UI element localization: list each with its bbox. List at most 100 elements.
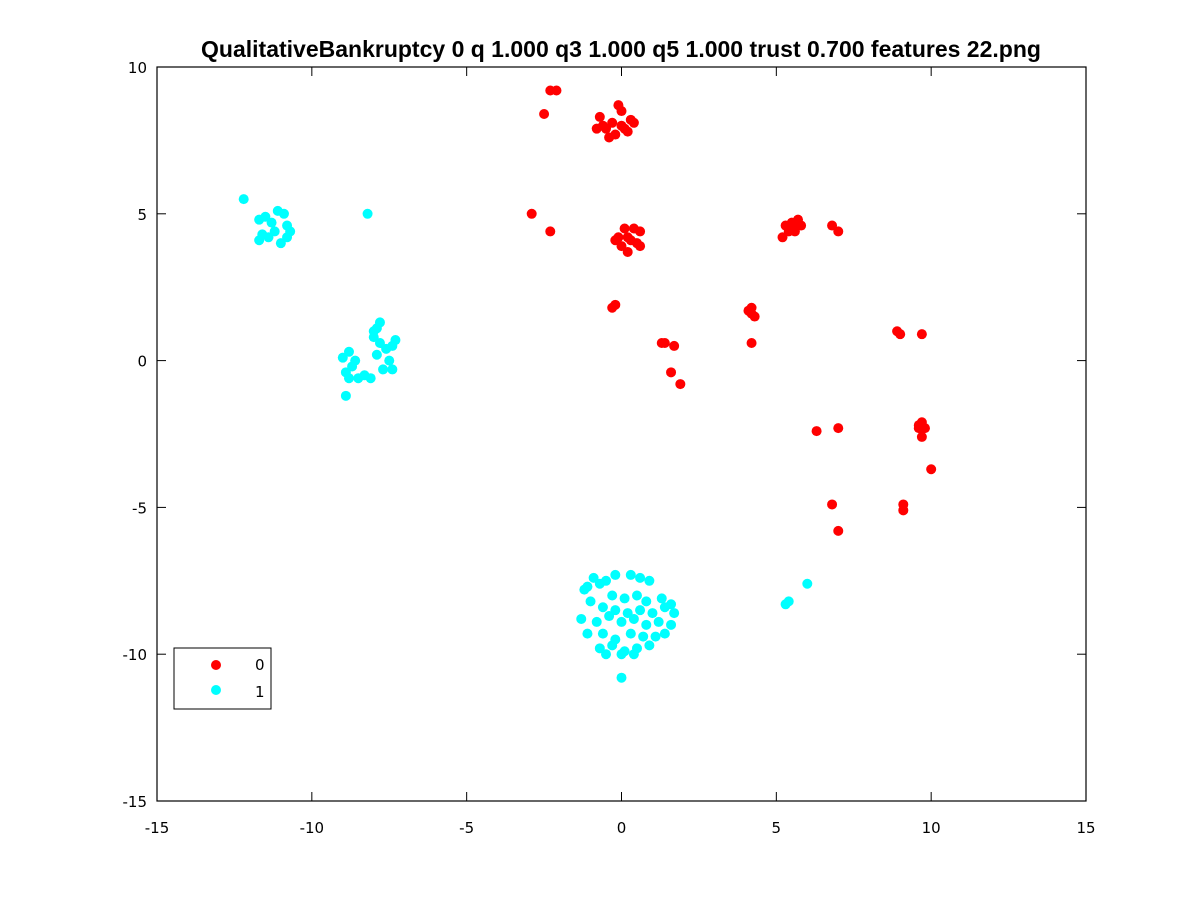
legend: 0 1 <box>173 647 272 710</box>
y-tick-label: -5 <box>132 499 147 517</box>
data-point-series-1 <box>604 611 615 622</box>
data-point-series-1 <box>669 608 680 619</box>
data-point-series-1 <box>601 649 612 660</box>
data-point-series-1 <box>387 364 398 375</box>
data-point-series-1 <box>616 649 627 660</box>
data-point-series-1 <box>802 578 813 589</box>
data-point-series-1 <box>591 616 602 627</box>
data-point-series-0 <box>895 329 906 340</box>
data-point-series-0 <box>833 525 844 536</box>
data-point-series-1 <box>610 569 621 580</box>
data-point-series-0 <box>913 423 924 434</box>
data-point-series-1 <box>282 232 293 243</box>
legend-marker-0 <box>211 660 221 670</box>
data-point-series-1 <box>659 628 670 639</box>
data-point-series-1 <box>628 613 639 624</box>
x-tick-label: 5 <box>772 819 782 837</box>
data-point-series-0 <box>746 337 757 348</box>
data-point-series-1 <box>644 640 655 651</box>
data-point-series-0 <box>749 311 760 322</box>
data-point-series-1 <box>371 349 382 360</box>
data-point-series-0 <box>625 235 636 246</box>
data-point-series-0 <box>616 241 627 252</box>
data-point-series-1 <box>625 569 636 580</box>
data-point-series-0 <box>777 232 788 243</box>
data-point-series-0 <box>926 464 937 475</box>
data-point-series-1 <box>607 590 618 601</box>
data-point-series-1 <box>582 628 593 639</box>
data-point-series-0 <box>616 106 627 117</box>
data-point-series-1 <box>594 643 605 654</box>
y-tick-label: 5 <box>137 206 147 224</box>
x-tick-label: -10 <box>300 819 325 837</box>
data-point-series-0 <box>669 340 680 351</box>
data-point-series-1 <box>666 619 677 630</box>
data-point-series-0 <box>619 223 630 234</box>
data-point-series-0 <box>833 423 844 434</box>
data-point-series-1 <box>585 596 596 607</box>
data-point-series-1 <box>337 352 348 363</box>
plot-area <box>156 66 1087 802</box>
x-tick-label: 0 <box>617 819 627 837</box>
data-point-series-0 <box>622 126 633 137</box>
data-point-series-0 <box>616 120 627 131</box>
data-point-series-0 <box>551 85 562 96</box>
data-point-series-1 <box>644 575 655 586</box>
data-point-series-0 <box>796 220 807 231</box>
data-point-series-1 <box>254 235 265 246</box>
data-point-series-1 <box>619 593 630 604</box>
data-point-series-1 <box>362 208 373 219</box>
data-point-series-1 <box>374 337 385 348</box>
data-point-series-1 <box>641 619 652 630</box>
legend-label-1: 1 <box>255 683 265 701</box>
data-point-series-1 <box>384 355 395 366</box>
data-point-series-1 <box>275 238 286 249</box>
data-point-series-0 <box>622 246 633 257</box>
data-point-series-1 <box>374 317 385 328</box>
data-point-series-1 <box>378 364 389 375</box>
data-point-series-1 <box>343 373 354 384</box>
data-point-series-0 <box>604 132 615 143</box>
data-point-series-1 <box>588 572 599 583</box>
data-point-series-0 <box>827 220 838 231</box>
data-points <box>238 85 937 683</box>
data-point-series-0 <box>827 499 838 510</box>
data-point-series-1 <box>616 616 627 627</box>
data-point-series-1 <box>238 194 249 205</box>
data-point-series-1 <box>594 578 605 589</box>
data-point-series-1 <box>269 226 280 237</box>
data-point-series-1 <box>635 605 646 616</box>
data-point-series-0 <box>635 241 646 252</box>
y-tick-label: -10 <box>123 646 148 664</box>
data-point-series-1 <box>656 593 667 604</box>
data-point-series-0 <box>526 208 537 219</box>
data-point-series-1 <box>607 640 618 651</box>
x-tick-label: 15 <box>1076 819 1095 837</box>
data-point-series-0 <box>675 379 686 390</box>
data-point-series-0 <box>833 226 844 237</box>
legend-label-0: 0 <box>255 656 265 674</box>
data-point-series-1 <box>650 631 661 642</box>
data-point-series-1 <box>340 390 351 401</box>
data-point-series-1 <box>610 605 621 616</box>
data-point-series-1 <box>622 608 633 619</box>
data-point-series-0 <box>610 299 621 310</box>
data-point-series-0 <box>811 426 822 437</box>
x-axis: -15 -10 -5 0 5 10 15 <box>145 67 1096 837</box>
data-point-series-1 <box>278 208 289 219</box>
data-point-series-1 <box>263 232 274 243</box>
data-point-series-0 <box>916 431 927 442</box>
data-point-series-0 <box>539 108 550 119</box>
data-point-series-0 <box>613 232 624 243</box>
data-point-series-0 <box>916 329 927 340</box>
data-point-series-0 <box>635 226 646 237</box>
data-point-series-1 <box>625 628 636 639</box>
data-point-series-1 <box>597 602 608 613</box>
data-point-series-1 <box>350 355 361 366</box>
data-point-series-1 <box>597 628 608 639</box>
data-point-series-1 <box>628 649 639 660</box>
data-point-series-0 <box>746 302 757 313</box>
data-point-series-1 <box>647 608 658 619</box>
